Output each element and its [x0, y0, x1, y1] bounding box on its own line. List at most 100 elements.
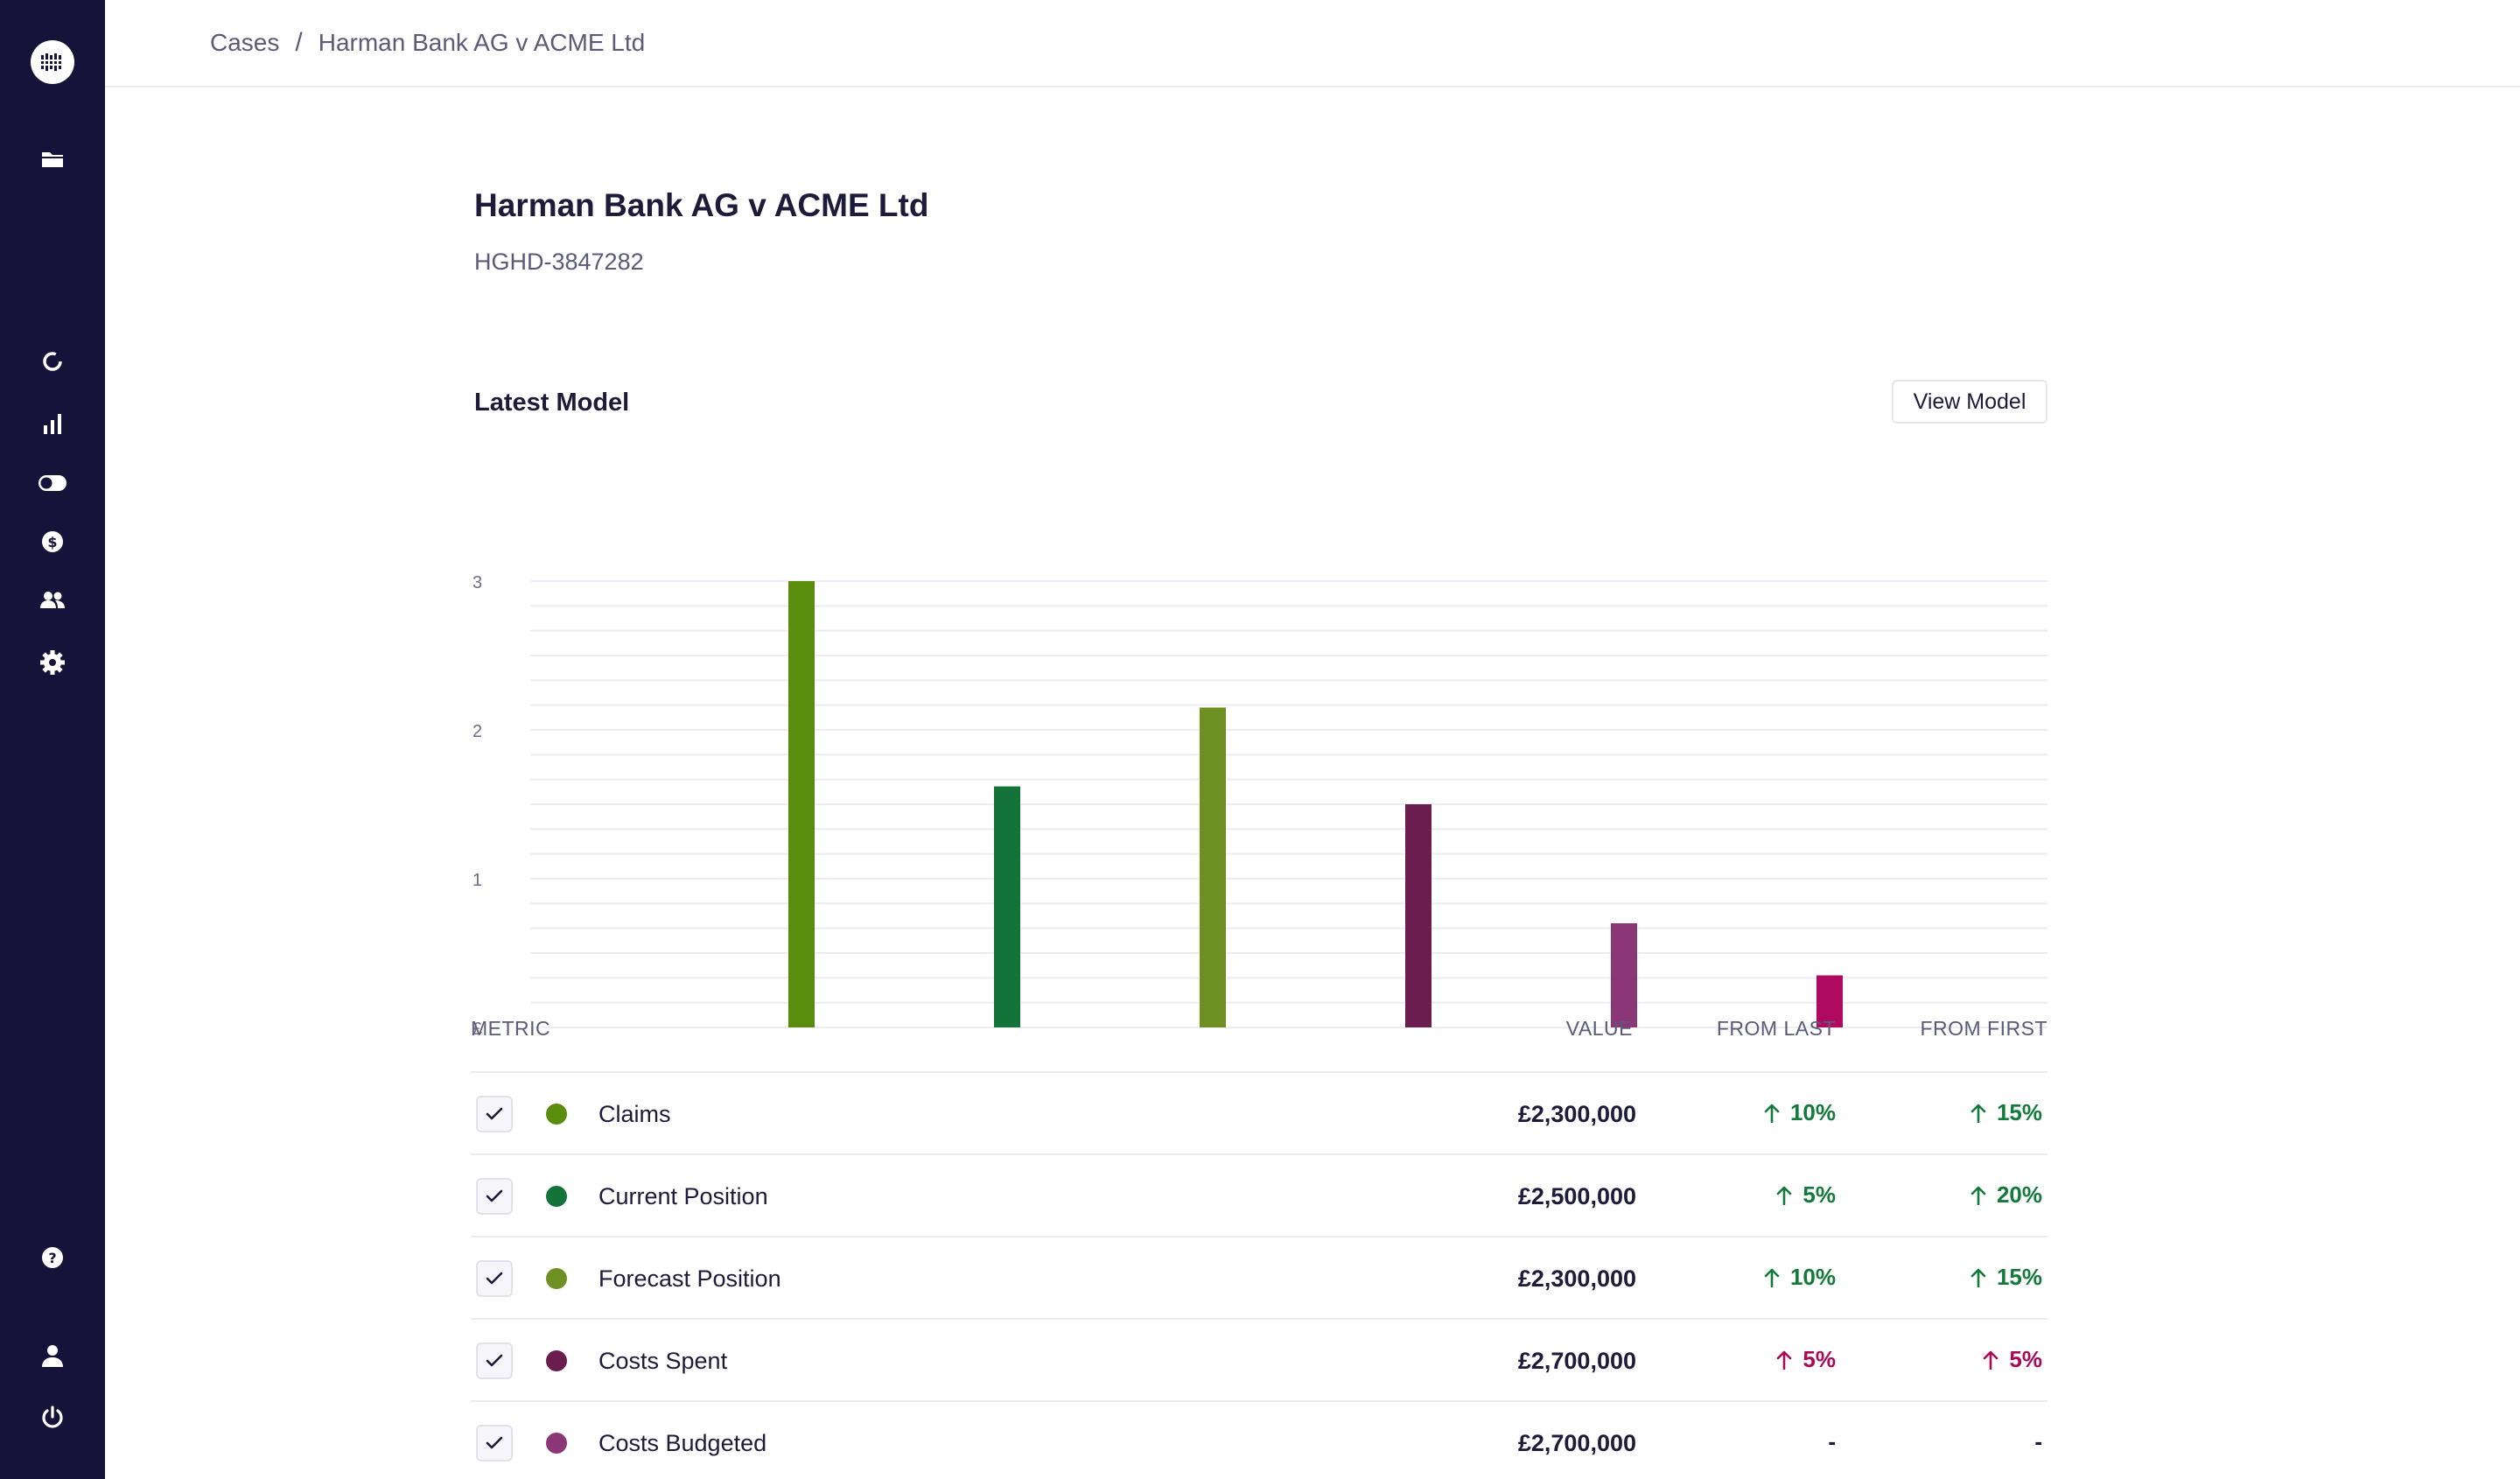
breadcrumb: Cases / Harman Bank AG v ACME Ltd	[210, 28, 645, 58]
table-row: Costs Budgeted £2,700,000 - -	[471, 1402, 2048, 1479]
change-from-first-value: -	[2034, 1428, 2042, 1454]
y-tick-label: 3	[472, 573, 482, 592]
change-from-first-value: 20%	[1996, 1181, 2042, 1208]
table-row: Costs Spent £2,700,000 5% 5%	[471, 1320, 2048, 1402]
arrow-up-icon	[1777, 1186, 1792, 1205]
metric-value: £2,700,000	[1517, 1430, 1636, 1456]
check-icon	[486, 1272, 503, 1285]
metric-value: £2,300,000	[1517, 1101, 1636, 1127]
bar-forecast-position	[1200, 707, 1226, 1027]
svg-text:?: ?	[48, 1250, 56, 1266]
sidebar-item-users[interactable]	[35, 583, 70, 618]
sidebar-item-logout[interactable]	[35, 1399, 70, 1434]
check-icon	[486, 1107, 503, 1120]
section-title: Latest Model	[474, 389, 630, 417]
change-from-last: -	[1828, 1428, 1836, 1455]
sidebar-item-help[interactable]: ?	[35, 1240, 70, 1275]
header-metric: METRIC	[471, 1017, 551, 1040]
change-from-last-value: 10%	[1789, 1264, 1836, 1290]
bar-costs-recovered	[1816, 975, 1843, 1027]
y-tick-label: £	[472, 1020, 482, 1039]
metric-name: Costs Budgeted	[598, 1430, 767, 1456]
metric-value: £2,300,000	[1517, 1265, 1636, 1292]
change-from-last: 10%	[1764, 1099, 1836, 1126]
help-icon: ?	[42, 1247, 63, 1268]
table-row: Current Position £2,500,000 5% 20%	[471, 1155, 2048, 1237]
metric-name: Claims	[598, 1101, 671, 1127]
row-checkbox[interactable]	[476, 1260, 513, 1297]
arrow-up-icon	[1970, 1268, 1986, 1287]
app-logo[interactable]	[31, 40, 74, 84]
change-from-first-value: 15%	[1996, 1099, 2042, 1125]
change-from-last-value: 5%	[1802, 1346, 1836, 1372]
table-row: Forecast Position £2,300,000 10% 15%	[471, 1237, 2048, 1320]
folder-icon	[42, 152, 63, 167]
change-from-last-value: -	[1828, 1428, 1836, 1454]
arrow-up-icon	[1764, 1268, 1780, 1287]
metrics-table: METRIC VALUE FROM LAST FROM FIRST Claims…	[471, 1006, 2048, 1479]
series-color-dot	[546, 1433, 567, 1454]
change-from-first: 15%	[1970, 1264, 2042, 1291]
check-icon	[486, 1189, 503, 1202]
toggle-icon	[38, 475, 66, 491]
model-bar-chart: £1 2 3	[472, 573, 2048, 1039]
series-color-dot	[546, 1350, 567, 1371]
metric-name: Current Position	[598, 1183, 768, 1209]
change-from-last-value: 10%	[1789, 1099, 1836, 1125]
row-checkbox[interactable]	[476, 1096, 513, 1132]
change-from-first: -	[2034, 1428, 2042, 1455]
arrow-up-icon	[1970, 1104, 1986, 1123]
sidebar-item-refresh[interactable]	[35, 344, 70, 379]
metric-name: Costs Spent	[598, 1348, 728, 1374]
power-icon	[42, 1405, 63, 1428]
change-from-first: 5%	[1983, 1346, 2042, 1373]
metric-name: Forecast Position	[598, 1265, 781, 1292]
table-row: Claims £2,300,000 10% 15%	[471, 1073, 2048, 1155]
sidebar-item-toggles[interactable]	[35, 466, 70, 501]
row-checkbox[interactable]	[476, 1178, 513, 1215]
change-from-first-value: 5%	[2009, 1346, 2042, 1372]
header-value: VALUE	[1565, 1017, 1633, 1040]
table-header: METRIC VALUE FROM LAST FROM FIRST	[471, 1006, 2048, 1073]
change-from-first: 20%	[1970, 1181, 2042, 1209]
arrow-up-icon	[1764, 1104, 1780, 1123]
change-from-first: 15%	[1970, 1099, 2042, 1126]
series-color-dot	[546, 1104, 567, 1125]
sidebar-item-profile[interactable]	[35, 1338, 70, 1373]
check-icon	[486, 1354, 503, 1367]
case-reference: HGHD-3847282	[474, 249, 644, 275]
breadcrumb-current: Harman Bank AG v ACME Ltd	[318, 29, 646, 56]
user-icon	[42, 1345, 63, 1367]
header-from-first: FROM FIRST	[1920, 1017, 2048, 1040]
sidebar: $ ?	[0, 0, 105, 1479]
view-model-button[interactable]: View Model	[1892, 380, 2048, 424]
metric-value: £2,500,000	[1517, 1183, 1636, 1209]
breadcrumb-cases-link[interactable]: Cases	[210, 29, 280, 56]
refresh-icon	[43, 352, 62, 371]
sidebar-item-cases[interactable]	[35, 142, 70, 177]
metric-value: £2,700,000	[1517, 1348, 1636, 1374]
breadcrumb-separator: /	[295, 28, 303, 57]
row-checkbox[interactable]	[476, 1425, 513, 1461]
sidebar-item-analytics[interactable]	[35, 406, 70, 441]
change-from-last: 5%	[1776, 1346, 1836, 1373]
bar-claims	[788, 581, 815, 1027]
sidebar-item-billing[interactable]: $	[35, 524, 70, 559]
bar-costs-spent	[1405, 804, 1432, 1027]
series-color-dot	[546, 1186, 567, 1207]
dollar-icon: $	[42, 531, 63, 552]
row-checkbox[interactable]	[476, 1342, 513, 1379]
bar-chart-icon	[44, 414, 61, 434]
sidebar-item-settings[interactable]	[35, 645, 70, 680]
svg-text:$: $	[47, 534, 57, 550]
check-icon	[486, 1436, 503, 1449]
users-icon	[40, 592, 65, 608]
gear-icon	[40, 650, 65, 675]
series-color-dot	[546, 1268, 567, 1289]
table-body: Claims £2,300,000 10% 15% Current Positi…	[471, 1073, 2048, 1479]
header-from-last: FROM LAST	[1716, 1017, 1836, 1040]
chart-gridlines	[530, 580, 2048, 1028]
logo-mark-icon	[39, 53, 66, 71]
y-tick-label: 1	[472, 871, 482, 890]
change-from-last-value: 5%	[1802, 1181, 1836, 1208]
